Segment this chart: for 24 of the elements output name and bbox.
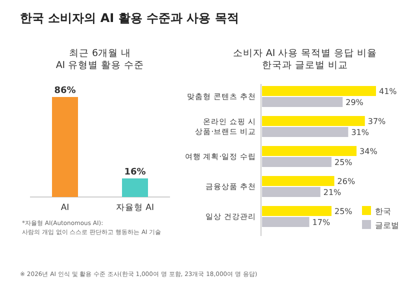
bar xyxy=(262,116,365,126)
legend-label: 한국 xyxy=(375,207,391,216)
data-label: 26% xyxy=(337,177,356,186)
legend-label: 글로벌 xyxy=(375,221,399,230)
data-label: 16% xyxy=(124,167,146,178)
data-label: 37% xyxy=(368,117,386,126)
bar xyxy=(262,86,376,96)
data-label: 29% xyxy=(346,98,364,107)
data-label: 31% xyxy=(351,128,370,137)
bar xyxy=(262,146,357,156)
data-label: 41% xyxy=(379,87,398,96)
chart-title: 소비자 AI 사용 목적별 응답 비율 한국과 글로벌 비교 xyxy=(232,48,378,71)
chart-subtitle: 최근 6개월 내 AI 유형별 활용 수준 xyxy=(56,48,144,71)
data-label: 86% xyxy=(54,86,76,96)
data-label: 25% xyxy=(334,207,353,216)
chart-title: 한국 소비자의 AI 활용 수준과 사용 목적 xyxy=(20,11,239,25)
bar xyxy=(262,206,332,216)
bar xyxy=(262,176,334,186)
data-label: 25% xyxy=(334,158,353,167)
data-label: 17% xyxy=(312,218,330,227)
x-tick-label: AI xyxy=(60,203,70,213)
data-label: 34% xyxy=(360,147,378,156)
data-label: 21% xyxy=(323,188,342,197)
x-tick-label: 자율형 AI xyxy=(116,203,154,213)
